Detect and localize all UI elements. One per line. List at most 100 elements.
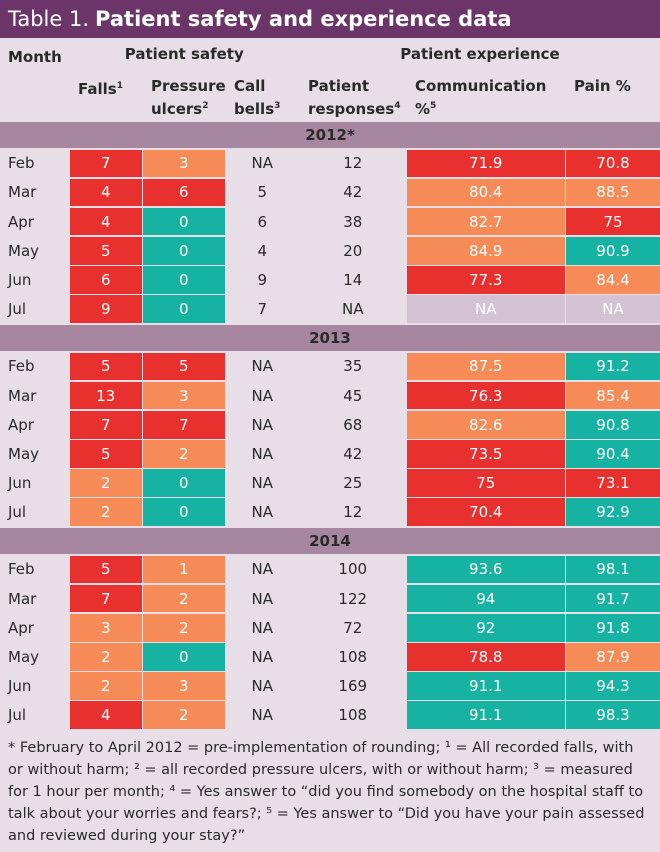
data-cell: 2 [70, 643, 142, 671]
data-cell: 5 [70, 555, 142, 584]
data-cell: 45 [300, 381, 406, 410]
data-cell: 80.4 [407, 178, 565, 207]
data-cell: 84.4 [566, 266, 660, 294]
data-cell: NA [226, 701, 299, 730]
data-cell: 91.7 [566, 584, 660, 613]
data-cell: 78.8 [407, 643, 565, 671]
data-cell: 108 [300, 643, 406, 671]
data-cell: 4 [70, 207, 142, 236]
month-cell: Mar [0, 178, 69, 207]
data-cell: 2 [70, 498, 142, 527]
data-cell: 7 [143, 410, 225, 439]
data-cell: 7 [70, 584, 142, 613]
data-cell: 35 [300, 352, 406, 381]
header-cell: Call bells3 [226, 69, 299, 120]
data-cell: 73.1 [566, 469, 660, 497]
month-cell: Feb [0, 149, 69, 178]
month-cell: Feb [0, 555, 69, 584]
data-cell: 6 [70, 266, 142, 294]
header-note: 4 [394, 100, 401, 111]
data-cell: 0 [143, 469, 225, 497]
header-text: Patient responses4 [308, 76, 401, 119]
data-cell: 68 [300, 410, 406, 439]
data-cell: 90.9 [566, 237, 660, 265]
month-cell: Jun [0, 469, 69, 497]
data-cell: 85.4 [566, 381, 660, 410]
data-cell: NA [226, 149, 299, 178]
year-band: 2012* [0, 121, 660, 148]
data-cell: 9 [70, 295, 142, 323]
title-label: Table 1. [8, 7, 90, 31]
data-cell: 20 [300, 237, 406, 265]
header-label: Pressure ulcers [151, 76, 226, 118]
data-cell: 98.3 [566, 701, 660, 730]
data-cell: 42 [300, 440, 406, 468]
footnote: * February to April 2012 = pre-implement… [8, 740, 645, 844]
month-cell: May [0, 440, 69, 468]
data-cell: NA [226, 410, 299, 439]
data-cell: 1 [143, 555, 225, 584]
header-text: Falls1 [78, 76, 134, 99]
data-cell: 108 [300, 701, 406, 730]
month-cell: Apr [0, 410, 69, 439]
data-cell: 77.3 [407, 266, 565, 294]
data-cell: NA [300, 295, 406, 323]
data-cell: NA [226, 440, 299, 468]
data-cell: 12 [300, 149, 406, 178]
data-cell: 3 [70, 613, 142, 642]
data-cell: NA [226, 469, 299, 497]
data-cell: 14 [300, 266, 406, 294]
data-cell: 5 [70, 440, 142, 468]
data-cell: 6 [143, 178, 225, 207]
data-cell: 4 [70, 178, 142, 207]
month-cell: Apr [0, 207, 69, 236]
data-cell: 92.9 [566, 498, 660, 527]
data-cell: 12 [300, 498, 406, 527]
data-cell: 25 [300, 469, 406, 497]
month-cell: Jun [0, 672, 69, 700]
data-cell: 3 [143, 149, 225, 178]
month-cell: Mar [0, 584, 69, 613]
header-label: Pain % [574, 76, 631, 95]
data-cell: 0 [143, 498, 225, 527]
data-cell: 42 [300, 178, 406, 207]
data-cell: 3 [143, 381, 225, 410]
header-cell: Pressure ulcers2 [143, 69, 226, 120]
data-cell: NA [407, 295, 565, 323]
data-cell: NA [226, 613, 299, 642]
data-cell: NA [566, 295, 660, 323]
month-cell: Mar [0, 381, 69, 410]
data-cell: 91.8 [566, 613, 660, 642]
data-cell: NA [226, 672, 299, 700]
year-band: 2014 [0, 527, 660, 555]
data-cell: 2 [143, 613, 225, 642]
header-text: Pressure ulcers2 [151, 76, 226, 119]
month-cell: May [0, 643, 69, 671]
header-cell: Falls1 [70, 69, 142, 120]
data-cell: 76.3 [407, 381, 565, 410]
header-note: 3 [274, 100, 281, 111]
month-cell: Apr [0, 613, 69, 642]
header-safety: Patient safety [70, 39, 299, 68]
data-cell: 38 [300, 207, 406, 236]
data-cell: 7 [70, 149, 142, 178]
data-cell: 0 [143, 266, 225, 294]
data-cell: NA [226, 498, 299, 527]
header-label: Patient responses [308, 76, 395, 118]
data-cell: 3 [143, 672, 225, 700]
data-cell: 2 [143, 701, 225, 730]
data-cell: NA [226, 352, 299, 381]
data-cell: 0 [143, 643, 225, 671]
data-cell: 6 [226, 207, 299, 236]
data-cell: 7 [70, 410, 142, 439]
data-cell: 91.1 [407, 701, 565, 730]
month-cell: Jun [0, 266, 69, 294]
month-cell: May [0, 237, 69, 265]
data-cell: 2 [70, 469, 142, 497]
header-month: Month [0, 39, 69, 120]
month-cell: Jul [0, 498, 69, 527]
data-cell: 72 [300, 613, 406, 642]
header-experience: Patient experience [300, 39, 660, 68]
data-cell: 2 [143, 584, 225, 613]
data-cell: 88.5 [566, 178, 660, 207]
